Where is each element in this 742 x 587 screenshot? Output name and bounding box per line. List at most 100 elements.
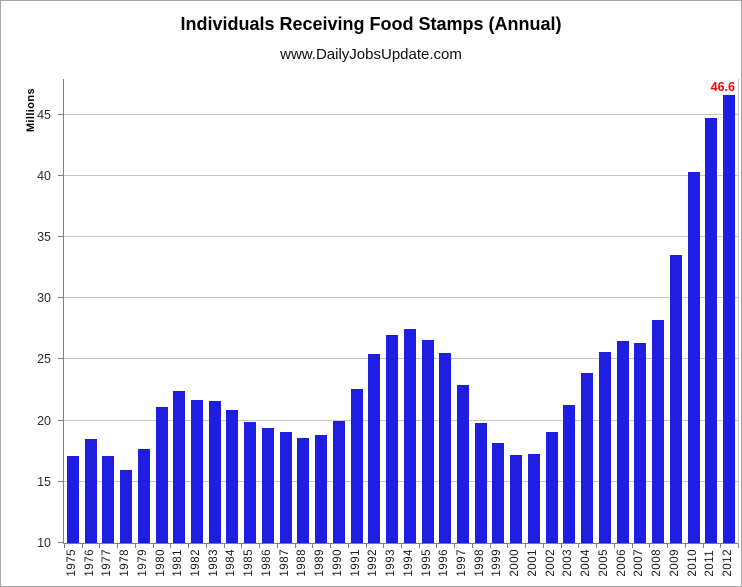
y-tick-mark [58, 358, 63, 360]
bar-slot [490, 79, 508, 543]
x-tick-mark [720, 544, 722, 548]
x-label-slot: 1978 [116, 549, 134, 577]
x-label-slot: 1988 [294, 549, 312, 577]
bar-1988 [297, 437, 310, 543]
x-tick-mark [259, 544, 261, 548]
x-tick-mark [542, 544, 544, 548]
x-label-slot: 1998 [471, 549, 489, 577]
bar-slot [312, 79, 330, 543]
x-tick-label-1992: 1992 [367, 549, 380, 577]
chart-title: Individuals Receiving Food Stamps (Annua… [180, 14, 562, 34]
x-tick-label-2005: 2005 [597, 549, 610, 577]
bar-1994 [403, 328, 416, 543]
x-tick-label-2003: 2003 [562, 549, 575, 577]
y-tick-label-40: 40 [37, 168, 51, 183]
x-tick-label-2008: 2008 [651, 549, 664, 577]
bar-slot [153, 79, 171, 543]
gridline-35 [64, 235, 738, 237]
x-label-slot: 1993 [382, 549, 400, 577]
x-label-slot: 1982 [187, 549, 205, 577]
bar-2005 [598, 352, 611, 543]
x-tick-label-1988: 1988 [296, 549, 309, 577]
bar-2004 [581, 372, 594, 543]
x-tick-label-1997: 1997 [456, 549, 469, 577]
bars-layer [64, 79, 738, 543]
x-label-slot: 2011 [701, 549, 719, 577]
x-tick-mark [702, 544, 704, 548]
gridline-15 [64, 480, 738, 482]
x-label-slot: 1987 [276, 549, 294, 577]
y-tick-mark [58, 235, 63, 237]
x-label-slot: 2006 [613, 549, 631, 577]
bar-slot [188, 79, 206, 543]
bar-2007 [634, 343, 647, 543]
bar-1978 [120, 469, 133, 543]
y-tick-mark [58, 174, 63, 176]
bar-1990 [332, 420, 345, 543]
x-tick-label-1982: 1982 [190, 549, 202, 577]
bar-slot [507, 79, 525, 543]
bar-1983 [208, 400, 221, 543]
bar-slot [702, 79, 720, 543]
bar-1981 [173, 391, 186, 543]
x-tick-mark [613, 544, 615, 548]
x-tick-label-1975: 1975 [65, 549, 78, 577]
x-tick-label-2002: 2002 [544, 549, 557, 577]
bar-slot [614, 79, 632, 543]
bar-2010 [687, 172, 700, 543]
x-tick-mark [418, 544, 420, 548]
x-tick-mark [134, 544, 136, 548]
gridline-45 [64, 113, 738, 115]
bar-2000 [510, 454, 523, 543]
plot-area: 46.6 [63, 79, 739, 548]
bar-slot [117, 79, 135, 543]
x-tick-mark [205, 544, 207, 548]
chart-subtitle: www.DailyJobsUpdate.com [280, 46, 462, 63]
x-label-slot: 2000 [506, 549, 524, 577]
value-label-2012: 46.6 [710, 80, 735, 94]
x-tick-label-2010: 2010 [686, 549, 699, 577]
x-label-slot: 2007 [631, 549, 649, 577]
y-tick-mark [58, 113, 63, 115]
x-tick-label-1998: 1998 [473, 549, 486, 577]
x-label-slot: 2002 [542, 549, 560, 577]
bar-slot [596, 79, 614, 543]
x-axis-ticks-layer [64, 79, 739, 548]
bar-1999 [492, 442, 505, 543]
bar-slot [99, 79, 117, 543]
x-label-slot: 1984 [223, 549, 241, 577]
bar-slot [259, 79, 277, 543]
x-tick-mark [560, 544, 562, 548]
bar-1984 [226, 409, 239, 543]
bar-1991 [350, 388, 363, 543]
x-tick-mark [170, 544, 172, 548]
x-tick-mark [294, 544, 296, 548]
y-tick-mark [58, 419, 63, 421]
x-label-slot: 1990 [329, 549, 347, 577]
bar-1986 [261, 427, 274, 543]
x-tick-mark [578, 544, 580, 548]
bar-1976 [84, 438, 97, 543]
bar-slot [720, 79, 738, 543]
bar-1989 [315, 435, 328, 543]
bar-2011 [705, 118, 718, 543]
x-tick-mark [436, 544, 438, 548]
bar-1980 [155, 407, 168, 543]
x-label-slot: 1976 [81, 549, 99, 577]
x-tick-label-1976: 1976 [83, 549, 96, 577]
x-tick-mark [596, 544, 598, 548]
bar-slot [561, 79, 579, 543]
bar-slot [667, 79, 685, 543]
bar-2008 [652, 320, 665, 543]
x-tick-mark [365, 544, 367, 548]
bar-1979 [137, 448, 150, 543]
x-tick-mark [64, 544, 65, 548]
x-label-slot: 1980 [152, 549, 170, 577]
x-label-slot: 1981 [169, 549, 187, 577]
x-tick-mark [649, 544, 651, 548]
bar-slot [82, 79, 100, 543]
bar-slot [64, 79, 82, 543]
bar-1995 [421, 339, 434, 543]
x-tick-label-1989: 1989 [314, 549, 327, 577]
x-tick-label-1983: 1983 [207, 549, 220, 577]
